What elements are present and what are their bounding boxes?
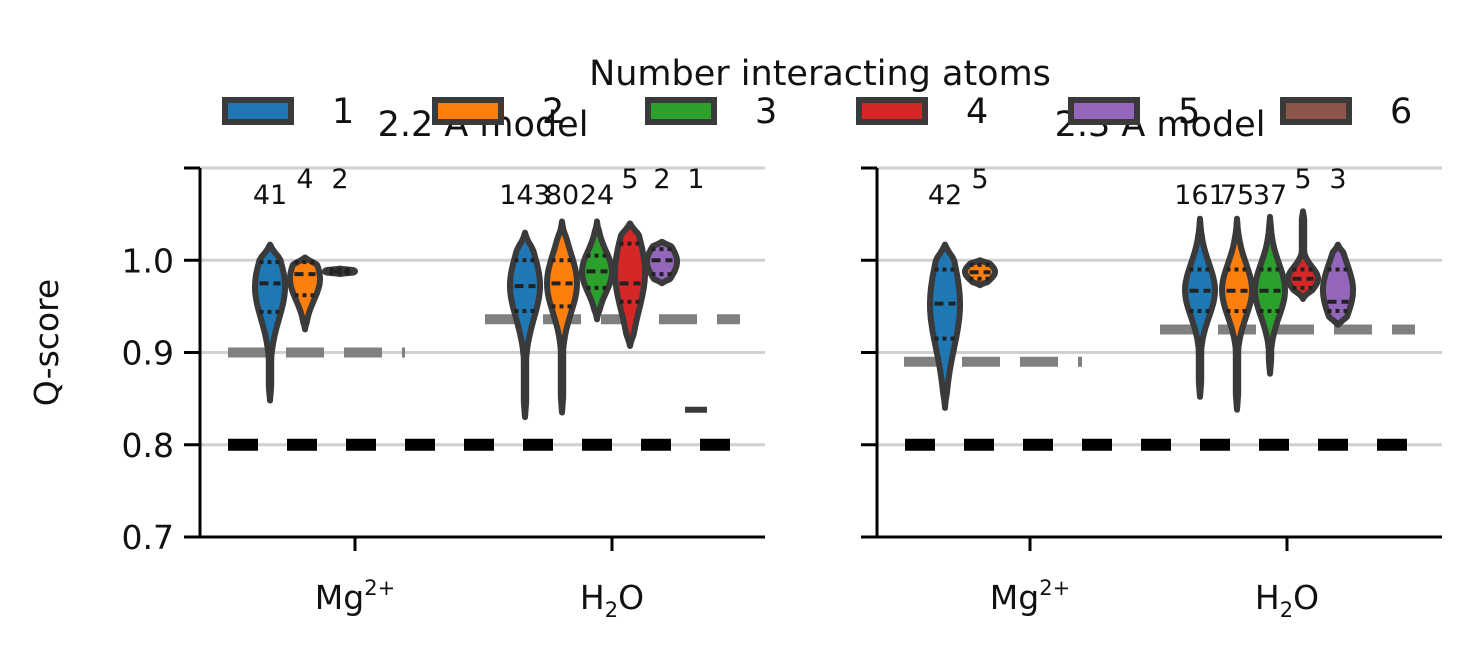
count-label: 1 [687, 164, 704, 195]
violin-body [1219, 215, 1255, 413]
violin-body [1285, 208, 1321, 302]
x-tick-sup: 2+ [364, 576, 395, 600]
legend-swatch [1068, 97, 1140, 125]
violin-h2o-5: 2 [644, 164, 680, 287]
count-label: 4 [296, 164, 313, 195]
y-axis-label: Q-score [27, 279, 66, 406]
count-label: 5 [971, 164, 988, 195]
violin-mg2-1: 42 [927, 180, 963, 411]
legend-label: 6 [1390, 92, 1413, 132]
violin-h2o-2: 80 [544, 180, 580, 416]
x-tick-base: Mg [315, 578, 364, 617]
count-label: 5 [621, 164, 638, 195]
violin-mg2-2: 4 [287, 164, 323, 333]
x-tick-label: Mg2+ [315, 576, 395, 617]
violin-body [927, 241, 963, 411]
y-tick-label: 0.9 [122, 334, 174, 373]
x-tick-tail: O [1293, 578, 1319, 617]
legend-title: Number interacting atoms [589, 54, 1051, 94]
violin-body [1182, 215, 1218, 400]
count-label: 42 [928, 180, 962, 211]
violin-h2o-1: 161 [1174, 180, 1226, 400]
count-label: 2 [331, 164, 348, 195]
x-tick-label: H2O [580, 578, 644, 622]
violin-body [544, 218, 580, 416]
x-tick-label: H2O [1255, 578, 1319, 622]
legend-swatch [1280, 97, 1352, 125]
x-tick-sub: 2 [605, 598, 618, 622]
legend-swatch [222, 97, 294, 125]
count-label: 80 [545, 180, 579, 211]
y-tick-label: 1.0 [122, 241, 174, 280]
violin-body [507, 229, 543, 421]
count-label: 41 [253, 180, 287, 211]
violin-mg2-3: 2 [322, 164, 358, 278]
count-label: 143 [499, 180, 551, 211]
x-tick-sup: 2+ [1039, 576, 1070, 600]
count-label: 161 [1174, 180, 1226, 211]
y-tick-label: 0.8 [122, 426, 174, 465]
violin-h2o-3: 24 [579, 180, 615, 323]
legend-swatch [645, 97, 717, 125]
violin-h2o-5: 3 [1320, 164, 1356, 328]
violin-body [1252, 213, 1288, 377]
x-tick-label: Mg2+ [990, 576, 1070, 617]
legend-label: 5 [1178, 92, 1201, 132]
y-tick-label: 0.7 [122, 518, 174, 557]
x-tick-base: H [1255, 578, 1280, 617]
count-label: 75 [1220, 180, 1254, 211]
violin-body [1320, 241, 1356, 328]
violin-h2o-6: 1 [685, 164, 707, 413]
x-tick-sub: 2 [1280, 598, 1293, 622]
count-label: 3 [1329, 164, 1346, 195]
legend-label: 4 [966, 92, 989, 132]
violin-mg2-2: 5 [962, 164, 998, 289]
x-tick-tail: O [618, 578, 644, 617]
violin-h2o-4: 5 [612, 164, 648, 349]
legend-swatch [856, 97, 928, 125]
violin-body [252, 241, 288, 404]
violin-h2o-2: 75 [1219, 180, 1255, 413]
legend: Number interacting atoms 1 2 3 4 5 6 [0, 50, 1480, 140]
legend-label: 2 [542, 92, 565, 132]
count-label: 24 [580, 180, 614, 211]
x-tick-base: H [580, 578, 605, 617]
violin-h2o-1: 143 [499, 180, 551, 421]
count-label: 5 [1294, 164, 1311, 195]
legend-swatch [432, 97, 504, 125]
legend-label: 1 [332, 92, 355, 132]
x-tick-base: Mg [990, 578, 1039, 617]
violin-h2o-3: 37 [1252, 180, 1288, 377]
violin-mg2-1: 41 [252, 180, 288, 404]
violin-h2o-4: 5 [1285, 164, 1321, 302]
count-label: 37 [1253, 180, 1287, 211]
legend-label: 3 [755, 92, 778, 132]
count-label: 2 [653, 164, 670, 195]
